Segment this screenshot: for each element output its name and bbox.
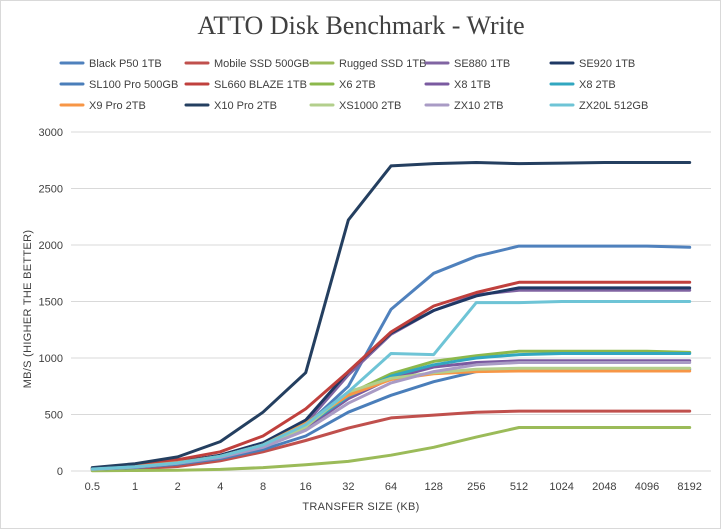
legend-item: SL660 BLAZE 1TB (184, 79, 307, 91)
legend-label: SE920 1TB (579, 58, 635, 70)
legend-item: Rugged SSD 1TB (309, 58, 426, 70)
legend-label: SL660 BLAZE 1TB (214, 79, 307, 91)
legend-label: ZX10 2TB (454, 100, 504, 112)
x-tick-label: 128 (424, 481, 442, 493)
legend-item: X8 1TB (424, 79, 491, 91)
legend-item: Black P50 1TB (59, 58, 162, 70)
series-line-zx20l-512gb (90, 300, 692, 471)
x-tick-label: 8 (260, 481, 266, 493)
x-tick-label: 0.5 (85, 481, 100, 493)
x-tick-label: 256 (467, 481, 485, 493)
legend-label: X10 Pro 2TB (214, 100, 277, 112)
legend-item: X9 Pro 2TB (59, 100, 146, 112)
series-line-black-p50-1tb (90, 244, 692, 471)
series-lines (90, 161, 692, 473)
x-tick-label: 16 (300, 481, 312, 493)
x-tick-label: 64 (385, 481, 397, 493)
series-line-rugged-ssd-1tb (90, 426, 692, 473)
x-tick-label: 1 (132, 481, 138, 493)
legend-item: SE920 1TB (549, 58, 635, 70)
legend-item: X6 2TB (309, 79, 376, 91)
y-tick-label: 2000 (39, 240, 63, 252)
legend-label: Mobile SSD 500GB (214, 58, 309, 70)
legend-label: X9 Pro 2TB (89, 100, 146, 112)
x-axis-title: TRANSFER SIZE (KB) (302, 501, 419, 513)
x-tick-label: 2 (175, 481, 181, 493)
x-tick-label: 1024 (549, 481, 573, 493)
legend-item: XS1000 2TB (309, 100, 401, 112)
x-tick-label: 8192 (677, 481, 701, 493)
series-line-mobile-ssd-500gb (90, 409, 692, 472)
legend-item: X10 Pro 2TB (184, 100, 277, 112)
legend-item: ZX20L 512GB (549, 100, 648, 112)
legend-label: X6 2TB (339, 79, 376, 91)
legend-label: Rugged SSD 1TB (339, 58, 426, 70)
legend-label: X8 2TB (579, 79, 616, 91)
legend-label: SL100 Pro 500GB (89, 79, 178, 91)
y-tick-label: 500 (45, 410, 63, 422)
legend-item: Mobile SSD 500GB (184, 58, 309, 70)
legend-item: ZX10 2TB (424, 100, 504, 112)
y-axis-title: MB/S (HIGHER THE BETTER) (22, 230, 34, 389)
gridlines (71, 131, 711, 472)
y-tick-label: 0 (57, 466, 63, 478)
y-tick-label: 1500 (39, 297, 63, 309)
y-tick-label: 2500 (39, 184, 63, 196)
x-axis-ticks: 0.5 1 2 4 8 16 32 64 128 256 512 1024 2048 4096 8192 (85, 481, 702, 493)
series-line-sl660-blaze-1tb (90, 280, 692, 470)
legend-item: X8 2TB (549, 79, 616, 91)
y-tick-label: 3000 (39, 127, 63, 139)
legend-label: Black P50 1TB (89, 58, 162, 70)
legend-label: SE880 1TB (454, 58, 510, 70)
x-tick-label: 4096 (635, 481, 659, 493)
chart-title: ATTO Disk Benchmark - Write (197, 11, 524, 40)
legend-item: SE880 1TB (424, 58, 510, 70)
series-line-x10-pro-2tb (90, 161, 692, 470)
x-tick-label: 512 (510, 481, 528, 493)
legend-label: X8 1TB (454, 79, 491, 91)
y-axis-ticks: 0 500 1000 1500 2000 2500 3000 (39, 127, 63, 478)
legend-item: SL100 Pro 500GB (59, 79, 178, 91)
legend-label: ZX20L 512GB (579, 100, 648, 112)
y-tick-label: 1000 (39, 353, 63, 365)
legend-label: XS1000 2TB (339, 100, 401, 112)
x-tick-label: 32 (342, 481, 354, 493)
x-tick-label: 4 (217, 481, 223, 493)
legend: Black P50 1TB Mobile SSD 500GB Rugged SSD … (59, 58, 648, 112)
x-tick-label: 2048 (592, 481, 616, 493)
